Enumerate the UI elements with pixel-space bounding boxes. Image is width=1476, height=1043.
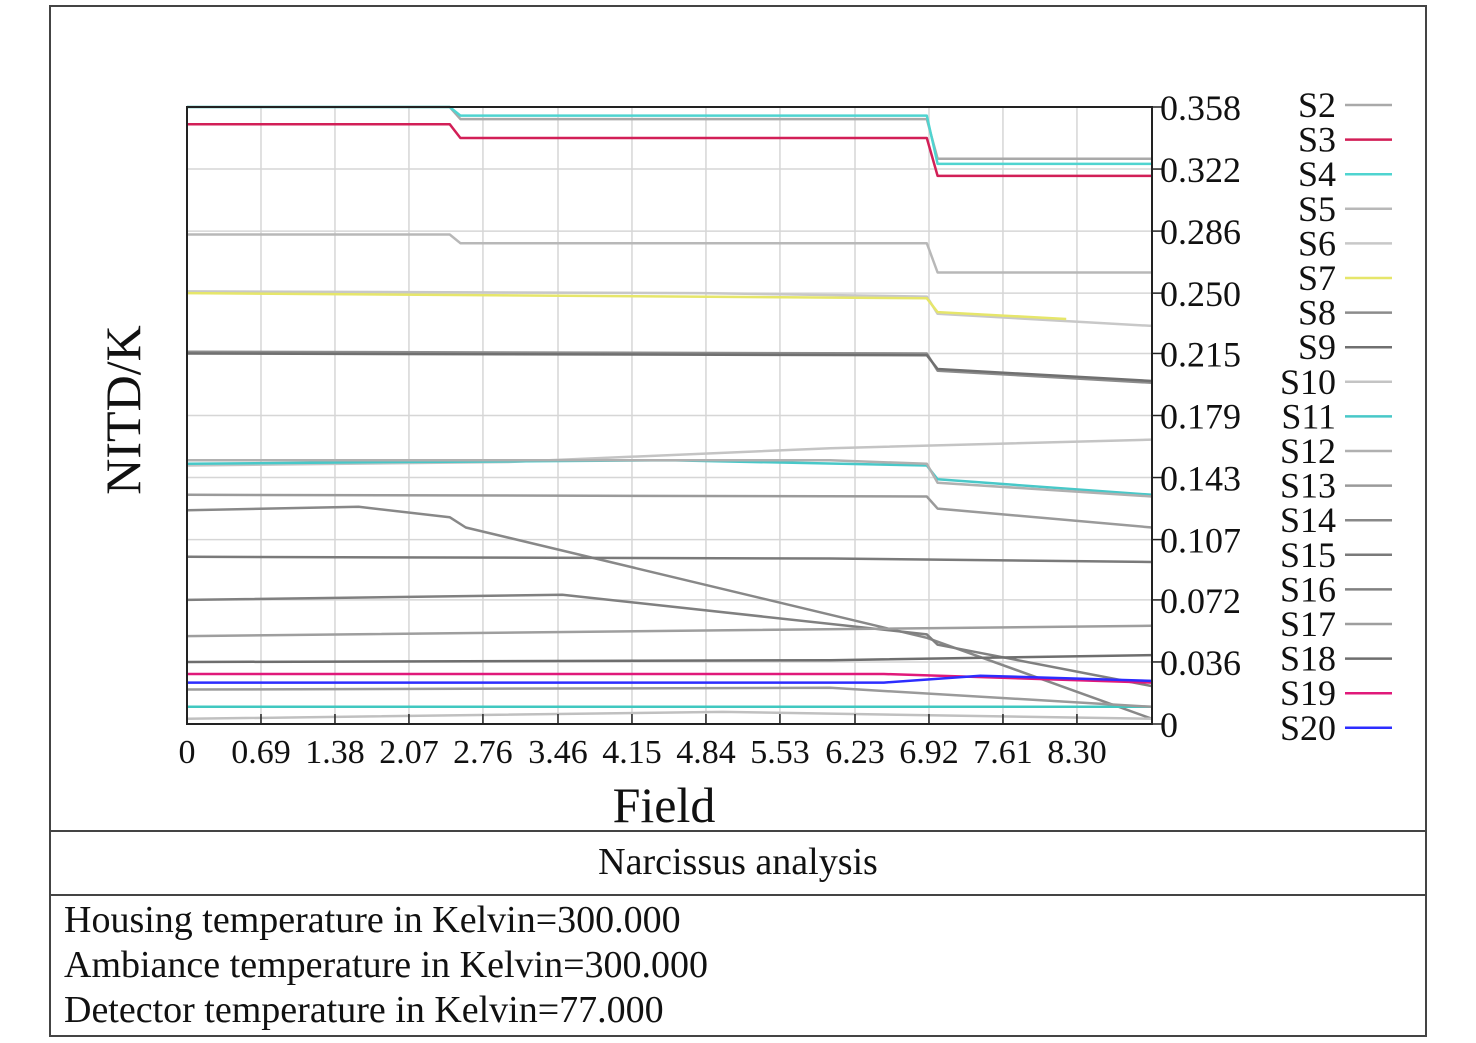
y-tick-label: 0.250 — [1160, 274, 1241, 314]
legend-label: S13 — [1280, 466, 1336, 506]
housing-temperature: Housing temperature in Kelvin=300.000 — [64, 899, 681, 941]
x-tick-label: 1.38 — [305, 734, 365, 771]
temperature-info: Housing temperature in Kelvin=300.000 Am… — [64, 898, 708, 1033]
series-line — [186, 686, 1153, 709]
x-tick-label: 6.92 — [899, 734, 959, 771]
tick-marks — [186, 106, 1162, 725]
y-tick-label: 0 — [1160, 705, 1178, 745]
x-tick-label: 2.76 — [453, 734, 513, 771]
series-line-s6 — [186, 290, 1153, 328]
legend-label: S5 — [1298, 189, 1336, 229]
x-tick-label: 6.23 — [825, 734, 885, 771]
y-tick-label: 0.107 — [1160, 521, 1241, 561]
x-tick-label: 4.15 — [602, 734, 662, 771]
series-line-s9 — [186, 352, 1153, 383]
x-axis-label: Field — [613, 777, 716, 830]
y-tick-labels: 0.358 0.322 0.286 0.250 0.215 0.179 0.143 0.107… — [1160, 88, 1241, 745]
series-line-s4 — [187, 105, 1152, 166]
x-tick-label: 2.07 — [379, 734, 439, 771]
y-tick-label: 0.072 — [1160, 581, 1241, 621]
x-tick-label: 8.30 — [1047, 734, 1107, 771]
narcissus-chart: 0 0.69 1.38 2.07 2.76 3.46 4.15 4.84 5.53 6.23 6.9… — [95, 85, 1392, 830]
legend-label: S19 — [1280, 673, 1336, 713]
chart-frame — [49, 5, 1427, 1037]
legend-label: S8 — [1298, 293, 1336, 333]
legend-label: S15 — [1280, 535, 1336, 575]
series-line-s8 — [186, 350, 1153, 385]
x-tick-label: 7.61 — [973, 734, 1033, 771]
x-tick-labels: 0 0.69 1.38 2.07 2.76 3.46 4.15 4.84 5.53 6.23 6.9… — [179, 734, 1107, 771]
series-line-s12 — [187, 459, 1153, 498]
y-tick-label: 0.215 — [1160, 334, 1241, 374]
series-line-s11 — [186, 459, 1153, 497]
series-line-s10 — [186, 438, 1153, 467]
series-line-s3 — [187, 122, 1152, 178]
legend-label: S6 — [1298, 223, 1336, 263]
legend-label: S3 — [1298, 120, 1336, 160]
y-tick-label: 0.286 — [1160, 212, 1241, 252]
series-line-s5 — [187, 233, 1152, 274]
legend-label: S7 — [1298, 258, 1336, 298]
legend-label: S14 — [1280, 500, 1336, 540]
legend-label: S16 — [1280, 569, 1336, 609]
series-line-s13 — [186, 493, 1153, 529]
series-line-s7 — [186, 291, 1067, 321]
legend-label: S4 — [1298, 154, 1336, 194]
y-axis-label: NITD/K — [95, 325, 151, 494]
ambiance-temperature: Ambiance temperature in Kelvin=300.000 — [64, 944, 709, 986]
legend-label: S11 — [1281, 396, 1336, 436]
x-tick-label: 4.84 — [676, 734, 736, 771]
x-tick-label: 3.46 — [528, 734, 588, 771]
series-line-s16 — [186, 593, 1153, 688]
legend-label: S9 — [1298, 327, 1336, 367]
legend-label: S12 — [1280, 431, 1336, 471]
series-line-s15 — [186, 555, 1153, 564]
y-tick-label: 0.036 — [1160, 643, 1241, 683]
legend-label: S20 — [1280, 708, 1336, 748]
x-tick-label: 0.69 — [231, 734, 291, 771]
legend-label: S2 — [1298, 85, 1336, 125]
y-tick-label: 0.179 — [1160, 397, 1241, 437]
legend-label: S18 — [1280, 639, 1336, 679]
series-line-s14 — [186, 505, 1153, 720]
series-line-s20 — [187, 674, 1153, 684]
y-tick-label: 0.358 — [1160, 88, 1241, 128]
y-tick-label: 0.143 — [1160, 459, 1241, 499]
x-tick-label: 5.53 — [750, 734, 810, 771]
detector-temperature: Detector temperature in Kelvin=77.000 — [64, 989, 664, 1031]
x-tick-label: 0 — [179, 734, 196, 771]
series-lines — [186, 105, 1153, 721]
legend: S2S3S4S5S6S7S8S9S10S11S12S13S14S15S16S17… — [1280, 85, 1392, 748]
series-line-s19 — [187, 672, 1153, 684]
chart-title: Narcissus analysis — [49, 830, 1427, 896]
series-line-s18 — [186, 653, 1153, 664]
series-line — [186, 710, 1153, 721]
series-line-s17 — [186, 624, 1153, 638]
legend-label: S17 — [1280, 604, 1336, 644]
legend-label: S10 — [1280, 362, 1336, 402]
y-tick-label: 0.322 — [1160, 150, 1241, 190]
